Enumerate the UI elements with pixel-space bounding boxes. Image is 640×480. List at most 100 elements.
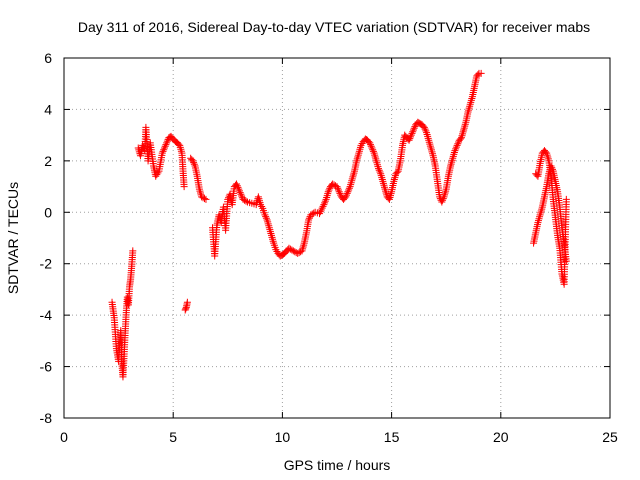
data-point [308,210,316,218]
data-point [562,195,570,203]
data-point [286,245,294,253]
data-point [233,182,241,190]
data-point [334,184,342,192]
data-point [242,197,250,205]
data-point [159,147,167,155]
data-point [341,194,349,202]
data-point [452,143,460,151]
data-point [453,141,461,149]
data-point [334,186,342,194]
x-tick-label: 0 [60,429,68,445]
data-point [335,188,343,196]
data-point [289,247,297,255]
data-point [321,199,329,207]
data-point [366,139,374,147]
data-point [183,298,191,306]
data-point [320,201,328,209]
data-point [129,247,137,255]
data-point [333,183,341,191]
data-point [343,189,351,197]
data-point [439,196,447,204]
data-point [182,305,190,313]
y-tick-label: 2 [44,153,52,169]
data-point [188,156,196,164]
data-point [368,144,376,152]
data-point [318,204,326,212]
data-point [456,135,464,143]
data-point [235,185,243,193]
data-point [407,133,415,141]
y-tick-label: -6 [40,359,53,375]
data-point [237,190,245,198]
x-tick-label: 15 [384,429,400,445]
data-point [190,160,198,168]
chart-title: Day 311 of 2016, Sidereal Day-to-day VTE… [78,19,590,35]
data-point [262,213,270,221]
data-point [365,138,373,146]
data-point [190,159,198,167]
data-point [305,216,313,224]
data-point [438,198,446,206]
data-point [307,211,315,219]
data-point [342,193,350,201]
data-point [325,186,333,194]
data-point [375,166,383,174]
data-point [295,249,303,257]
x-tick-label: 5 [169,429,177,445]
data-point [422,127,430,135]
data-point [393,168,401,176]
data-point [420,123,428,131]
data-point [408,129,416,137]
data-point [405,136,413,144]
data-point [474,71,482,79]
data-point [160,146,168,154]
data-point [477,69,485,77]
data-point [409,128,417,136]
data-point [285,244,293,252]
data-point [262,214,270,222]
data-point [288,246,296,254]
data-point [305,214,313,222]
data-point [345,184,353,192]
data-point [407,131,415,139]
axis-ticks: 0 5 10 15 20 25 -8 -6 -4 -2 0 2 4 6 [40,50,618,445]
data-point [542,148,550,156]
data-point [369,147,377,155]
data-point [451,147,459,155]
data-point [163,137,171,145]
data-point [533,171,541,179]
data-point [324,188,332,196]
data-point [411,123,419,131]
x-tick-label: 20 [493,429,509,445]
data-point [233,180,241,188]
data-point [454,140,462,148]
data-point [175,140,183,148]
y-axis-label: SDTVAR / TECUs [5,182,21,294]
data-point [236,189,244,197]
x-tick-label: 10 [275,429,291,445]
data-point [163,139,171,147]
plot-frame [63,57,611,419]
data-point [342,191,350,199]
data-point [162,141,170,149]
data-point [410,124,418,132]
data-point [439,195,447,203]
y-tick-label: -2 [40,256,53,272]
data-point [336,189,344,197]
data-point [139,143,147,151]
data-point [180,183,188,191]
data-point [239,195,247,203]
data-point [316,210,324,218]
data-point [198,193,206,201]
data-point [369,146,377,154]
data-point [201,195,209,203]
data-point [406,135,414,143]
data-point [154,169,162,177]
data-point [319,202,327,210]
data-point [235,187,243,195]
data-point [234,183,242,191]
data-point [455,138,463,146]
y-tick-label: 0 [44,204,52,220]
data-point [158,149,166,157]
